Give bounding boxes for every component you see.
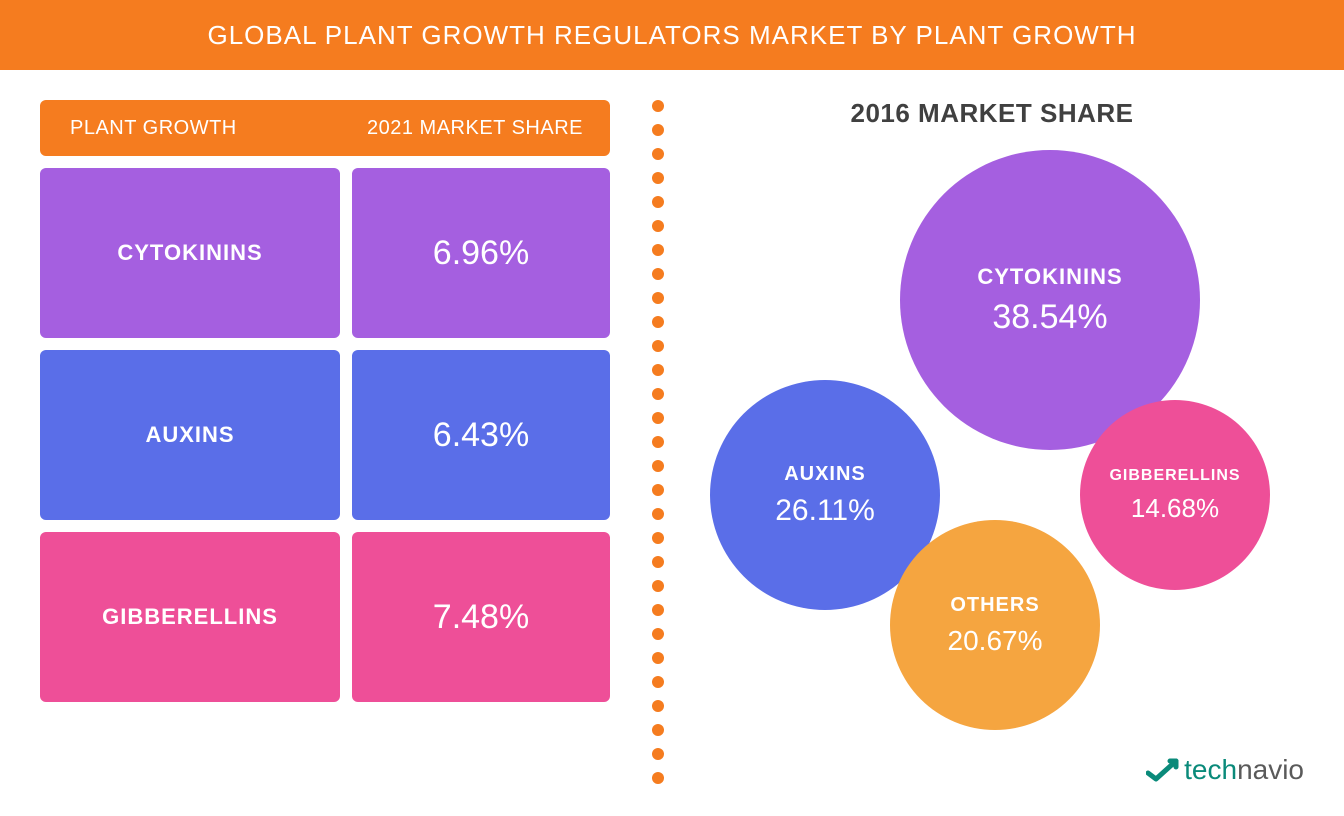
bubble-name: CYTOKININS — [977, 264, 1122, 290]
row-value: 6.43% — [352, 350, 610, 520]
row-value: 6.96% — [352, 168, 610, 338]
bubble-value: 14.68% — [1131, 493, 1219, 524]
left-panel: PLANT GROWTH 2021 MARKET SHARE CYTOKININ… — [0, 70, 640, 816]
logo-mark-icon — [1146, 755, 1180, 785]
table-row: AUXINS6.43% — [40, 350, 610, 520]
content-area: PLANT GROWTH 2021 MARKET SHARE CYTOKININ… — [0, 70, 1344, 816]
table-row: CYTOKININS6.96% — [40, 168, 610, 338]
table-row: GIBBERELLINS7.48% — [40, 532, 610, 702]
page-title: GLOBAL PLANT GROWTH REGULATORS MARKET BY… — [0, 0, 1344, 70]
bubble-value: 38.54% — [992, 298, 1107, 337]
table-header: PLANT GROWTH 2021 MARKET SHARE — [40, 100, 610, 156]
row-label: AUXINS — [40, 350, 340, 520]
bubble-value: 20.67% — [948, 625, 1043, 657]
title-text: GLOBAL PLANT GROWTH REGULATORS MARKET BY… — [208, 20, 1137, 51]
logo-text: technavio — [1184, 754, 1304, 786]
bubble-name: OTHERS — [950, 594, 1039, 617]
bubble-value: 26.11% — [775, 494, 875, 528]
bubble-chart-title: 2016 MARKET SHARE — [640, 98, 1344, 129]
bubble-name: GIBBERELLINS — [1109, 467, 1240, 485]
brand-logo: technavio — [1146, 754, 1304, 786]
right-panel: 2016 MARKET SHARE CYTOKININS 38.54% AUXINS… — [640, 70, 1344, 816]
row-label: GIBBERELLINS — [40, 532, 340, 702]
bubble-name: AUXINS — [784, 463, 866, 486]
col-header-plant-growth: PLANT GROWTH — [40, 100, 340, 156]
col-header-market-share: 2021 MARKET SHARE — [340, 100, 610, 156]
row-value: 7.48% — [352, 532, 610, 702]
row-label: CYTOKININS — [40, 168, 340, 338]
bubble: GIBBERELLINS 14.68% — [1080, 400, 1270, 590]
bubble: OTHERS 20.67% — [890, 520, 1100, 730]
